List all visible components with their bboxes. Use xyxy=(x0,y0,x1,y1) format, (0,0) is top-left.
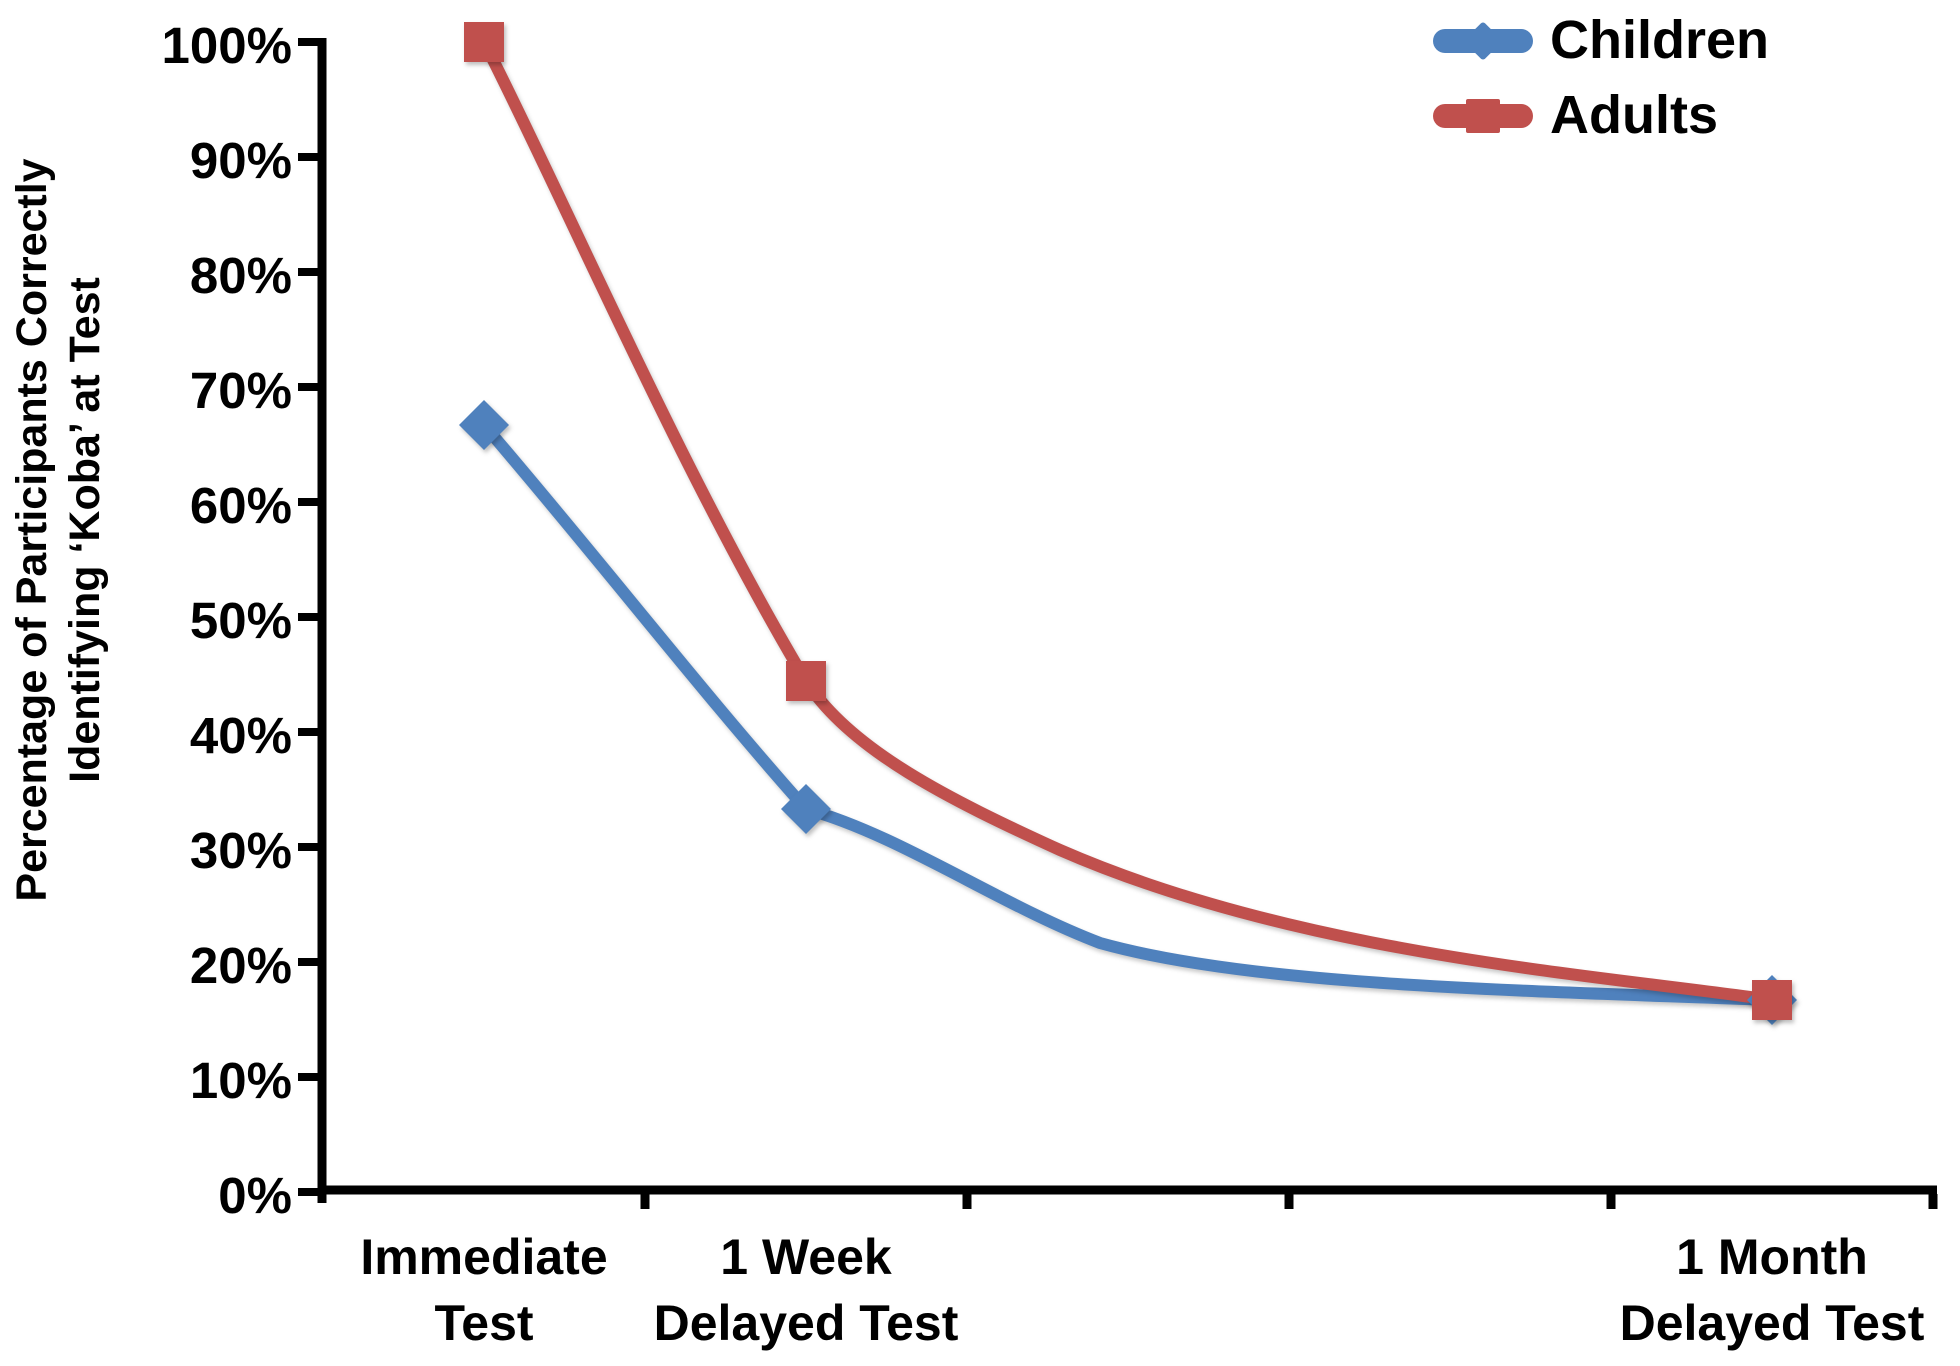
x-axis xyxy=(318,1185,1938,1209)
ytick-label-60: 60% xyxy=(189,477,292,534)
adults-series-markers xyxy=(464,22,1792,1020)
ytick-label-70: 70% xyxy=(189,362,292,419)
legend-children-label: Children xyxy=(1550,10,1770,70)
adults-marker-1week xyxy=(786,661,826,701)
ytick-label-30: 30% xyxy=(189,822,292,879)
xlabel-immediate-test: Immediate Test xyxy=(224,1224,744,1356)
ytick-label-40: 40% xyxy=(189,707,292,764)
y-axis xyxy=(298,38,327,1203)
children-marker-immediate xyxy=(459,400,509,450)
ytick-label-90: 90% xyxy=(189,132,292,189)
xlabel-1week-line1: 1 Week xyxy=(720,1229,892,1285)
adults-marker-1month xyxy=(1752,980,1792,1020)
children-series-markers xyxy=(459,400,1797,1025)
xlabel-immediate-line2: Test xyxy=(434,1295,534,1351)
children-series-line xyxy=(478,419,1778,1006)
xlabel-1month-line2: Delayed Test xyxy=(1619,1295,1925,1351)
x-axis-ticks xyxy=(640,1194,1938,1209)
ytick-label-80: 80% xyxy=(189,247,292,304)
adults-series-line xyxy=(478,36,1778,1006)
legend-adults-label: Adults xyxy=(1550,85,1718,145)
ytick-label-0: 0% xyxy=(218,1167,292,1224)
children-marker-1week xyxy=(781,784,831,834)
legend-adults-square-icon xyxy=(1466,99,1500,133)
adults-marker-immediate xyxy=(464,22,504,62)
xlabel-1week-line2: Delayed Test xyxy=(653,1295,959,1351)
ytick-label-10: 10% xyxy=(189,1052,292,1109)
ytick-label-20: 20% xyxy=(189,937,292,994)
xlabel-1month-delayed-test: 1 Month Delayed Test xyxy=(1512,1224,1960,1356)
xlabel-immediate-line1: Immediate xyxy=(360,1229,608,1285)
ytick-label-100: 100% xyxy=(161,17,292,74)
xlabel-1week-delayed-test: 1 Week Delayed Test xyxy=(546,1224,1066,1356)
ytick-label-50: 50% xyxy=(189,592,292,649)
y-axis-ticks xyxy=(298,38,320,1196)
xlabel-1month-line1: 1 Month xyxy=(1676,1229,1868,1285)
